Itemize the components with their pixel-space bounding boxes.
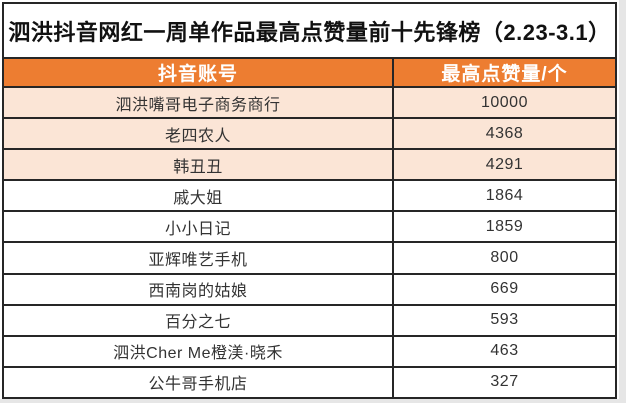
account-cell: 泗洪Cher Me橙渼·晓禾 [113,345,283,363]
table-header-row: 抖音账号 最高点赞量/个 [4,57,615,88]
likes-cell: 463 [391,336,615,366]
leaderboard-table: 泗洪抖音网红一周单作品最高点赞量前十先锋榜（2.23-3.1） 抖音账号 最高点… [2,2,617,399]
table-body: 泗洪嘴哥电子商务商行 10000 老四农人 4368 韩丑丑 4291 戚大姐 … [4,88,615,397]
likes-cell: 593 [391,305,615,335]
likes-cell: 1859 [391,212,615,242]
account-cell: 韩丑丑 [173,158,223,176]
screenshot-bottom-edge [0,399,626,403]
account-cell: 西南岗的姑娘 [148,283,248,301]
table-row: 老四农人 4368 [4,119,615,151]
screenshot-right-edge [619,0,626,403]
table-row: 韩丑丑 4291 [4,150,615,182]
account-cell: 戚大姐 [173,189,223,207]
table-row: 亚辉唯艺手机 800 [4,243,615,275]
account-cell: 小小日记 [164,220,231,238]
table-row: 小小日记 1859 [4,212,615,244]
likes-cell: 1864 [391,181,615,211]
likes-cell: 4368 [391,119,615,149]
column-header-likes: 最高点赞量/个 [391,59,615,86]
table-row: 西南岗的姑娘 669 [4,274,615,306]
table-row: 公牛哥手机店 327 [4,367,615,397]
likes-cell: 669 [391,274,615,304]
account-cell: 亚辉唯艺手机 [148,252,248,270]
page-title: 泗洪抖音网红一周单作品最高点赞量前十先锋榜（2.23-3.1） [8,19,611,45]
table-row: 泗洪嘴哥电子商务商行 10000 [4,88,615,120]
account-cell: 老四农人 [164,127,231,145]
likes-cell: 327 [391,367,615,397]
account-cell: 公牛哥手机店 [148,376,248,394]
account-cell: 泗洪嘴哥电子商务商行 [115,96,281,114]
likes-cell: 10000 [391,88,615,118]
table-row: 戚大姐 1864 [4,181,615,213]
likes-cell: 4291 [391,150,615,180]
table-row: 百分之七 593 [4,305,615,337]
table-row: 泗洪Cher Me橙渼·晓禾 463 [4,336,615,368]
account-cell: 百分之七 [164,314,231,332]
likes-cell: 800 [391,243,615,273]
column-header-account: 抖音账号 [157,64,238,85]
